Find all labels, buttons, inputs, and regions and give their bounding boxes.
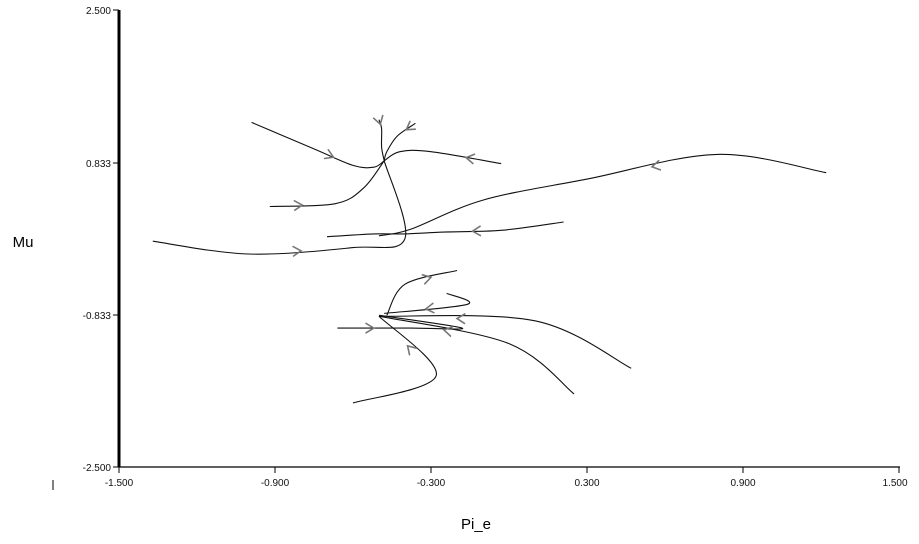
direction-arrow-12 <box>442 326 454 337</box>
trajectory-4 <box>383 149 502 165</box>
trajectory-7 <box>378 153 827 237</box>
trajectory-6 <box>152 160 407 255</box>
x-tick-label: 0.300 <box>574 478 599 489</box>
trajectory-14 <box>386 269 458 316</box>
direction-arrow-11 <box>406 344 418 356</box>
direction-arrow-10 <box>365 322 376 334</box>
y-tick-label: -2.500 <box>83 463 112 474</box>
direction-arrow-14 <box>421 274 433 285</box>
x-tick-label: 1.500 <box>882 478 907 489</box>
x-tick-label: -1.500 <box>105 478 134 489</box>
y-axis-title: Mu <box>13 234 34 251</box>
direction-arrow-1 <box>323 149 335 160</box>
y-tick-label: 2.500 <box>86 6 111 17</box>
trajectory-13 <box>378 314 632 369</box>
direction-arrow-8 <box>471 225 482 237</box>
trajectory-11 <box>352 315 437 404</box>
direction-arrow-2 <box>372 114 384 126</box>
x-axis-title: Pi_e <box>461 516 491 533</box>
direction-arrow-3 <box>405 120 417 131</box>
trajectory-1 <box>251 121 385 169</box>
direction-arrow-4 <box>464 153 476 165</box>
direction-arrow-13 <box>455 313 466 325</box>
trajectory-5 <box>269 160 385 208</box>
trajectory-10 <box>337 314 463 330</box>
direction-arrow-9 <box>424 302 435 314</box>
trajectory-9 <box>384 292 471 314</box>
trajectory-2 <box>378 119 385 161</box>
arrow-layer <box>292 114 662 356</box>
trajectory-layer <box>152 119 827 404</box>
x-tick-label: -0.900 <box>261 478 290 489</box>
direction-arrow-5 <box>293 200 304 211</box>
x-tick-label: 0.900 <box>730 478 755 489</box>
y-tick-label: 0.833 <box>86 159 111 170</box>
y-tick-label: -0.833 <box>83 311 112 322</box>
direction-arrow-6 <box>292 245 303 257</box>
direction-arrow-7 <box>650 159 662 171</box>
trajectory-8 <box>326 221 564 238</box>
x-tick-label: -0.300 <box>417 478 446 489</box>
trajectory-12 <box>378 315 575 395</box>
